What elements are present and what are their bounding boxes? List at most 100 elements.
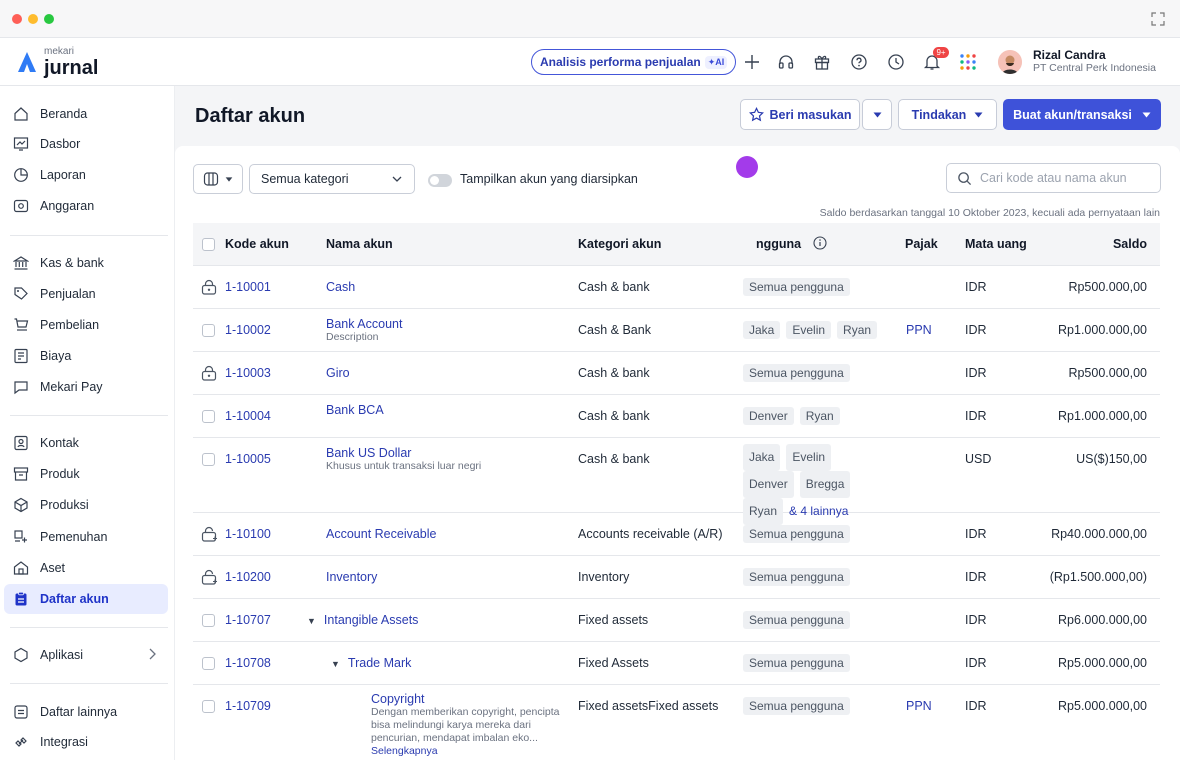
sidebar-item-produksi[interactable]: Produksi xyxy=(4,490,168,520)
sidebar-item-label: Produk xyxy=(40,467,80,481)
balance-date-note: Saldo berdasarkan tanggal 10 Oktober 202… xyxy=(819,207,1160,219)
account-users: Jaka Evelin Ryan xyxy=(743,321,883,339)
sidebar-item-aset[interactable]: Aset xyxy=(4,553,168,583)
user-tag: Semua pengguna xyxy=(743,654,850,672)
header-category[interactable]: Kategori akun xyxy=(578,237,662,251)
history-clock-icon[interactable] xyxy=(886,52,906,72)
app-grid-icon[interactable] xyxy=(958,52,978,72)
help-icon[interactable] xyxy=(849,52,869,72)
category-select[interactable]: Semua kategori xyxy=(249,164,415,194)
sidebar-item-kas-bank[interactable]: Kas & bank xyxy=(4,248,168,278)
sidebar-item-beranda[interactable]: Beranda xyxy=(4,99,168,129)
user-tag: Jaka xyxy=(743,444,781,471)
account-name[interactable]: Inventory xyxy=(326,570,378,584)
table-row[interactable]: 1-10003 Giro Cash & bank Semua pengguna … xyxy=(193,352,1160,395)
account-code[interactable]: 1-10002 xyxy=(225,323,271,337)
account-name[interactable]: Giro xyxy=(326,366,350,380)
account-code[interactable]: 1-10004 xyxy=(225,409,271,423)
account-code[interactable]: 1-10200 xyxy=(225,570,271,584)
table-row[interactable]: 1-10100 Account Receivable Accounts rece… xyxy=(193,513,1160,556)
feedback-button[interactable]: Beri masukan xyxy=(740,99,860,130)
table-row[interactable]: 1-10708 ▼ Trade Mark Fixed Assets Semua p… xyxy=(193,642,1160,685)
account-code[interactable]: 1-10003 xyxy=(225,366,271,380)
account-tax[interactable]: PPN xyxy=(906,699,932,713)
info-icon[interactable] xyxy=(813,236,827,253)
sidebar-item-penjualan[interactable]: Penjualan xyxy=(4,279,168,309)
account-name[interactable]: Intangible Assets xyxy=(323,613,419,627)
header-tax[interactable]: Pajak xyxy=(905,237,938,251)
account-code[interactable]: 1-10100 xyxy=(225,527,271,541)
table-row[interactable]: 1-10707 ▼ Intangible Assets Fixed assets … xyxy=(193,599,1160,642)
account-code[interactable]: 1-10709 xyxy=(225,699,271,713)
user-tag: Semua pengguna xyxy=(743,697,850,715)
select-all-checkbox[interactable] xyxy=(202,238,215,251)
table-row[interactable]: 1-10002 Bank Account Description Cash & … xyxy=(193,309,1160,352)
account-name[interactable]: Trade Mark xyxy=(347,656,412,670)
sidebar-item-pembelian[interactable]: Pembelian xyxy=(4,310,168,340)
archived-toggle[interactable] xyxy=(428,174,452,187)
feedback-dropdown-button[interactable] xyxy=(862,99,892,130)
sidebar-item-pemenuhan[interactable]: Pemenuhan xyxy=(4,522,168,552)
row-checkbox[interactable] xyxy=(202,324,215,337)
minimize-window-button[interactable] xyxy=(28,14,38,24)
gift-icon[interactable] xyxy=(812,52,832,72)
search-input[interactable]: Cari kode atau nama akun xyxy=(946,163,1161,193)
maximize-window-button[interactable] xyxy=(44,14,54,24)
account-code[interactable]: 1-10005 xyxy=(225,452,271,466)
account-tax[interactable]: PPN xyxy=(906,323,932,337)
account-name[interactable]: Account Receivable xyxy=(326,527,437,541)
mekari-jurnal-logo[interactable]: mekari jurnal xyxy=(16,46,98,78)
account-name[interactable]: Cash xyxy=(326,280,356,294)
table-row[interactable]: 1-10004 Bank BCA Cash & bank Denver Ryan … xyxy=(193,395,1160,438)
sidebar-item-mekari-pay[interactable]: Mekari Pay xyxy=(4,372,168,402)
account-name[interactable]: Bank US Dollar xyxy=(326,446,412,460)
row-checkbox[interactable] xyxy=(202,614,215,627)
ai-sales-analysis-button[interactable]: Analisis performa penjualan ✦AI xyxy=(531,49,737,75)
collapse-caret-icon[interactable]: ▼ xyxy=(331,659,340,669)
sidebar-item-biaya[interactable]: Biaya xyxy=(4,341,168,371)
header-users[interactable]: ngguna xyxy=(756,237,802,251)
sidebar-item-produk[interactable]: Produk xyxy=(4,459,168,489)
row-checkbox[interactable] xyxy=(202,410,215,423)
table-row[interactable]: 1-10709 Copyright Dengan memberikan copy… xyxy=(193,685,1160,760)
account-code[interactable]: 1-10001 xyxy=(225,280,271,294)
expense-icon xyxy=(12,347,30,365)
table-row[interactable]: 1-10001 Cash Cash & bank Semua pengguna … xyxy=(193,266,1160,309)
account-code[interactable]: 1-10708 xyxy=(225,656,271,670)
table-row[interactable]: 1-10200 Inventory Inventory Semua penggu… xyxy=(193,556,1160,599)
header-code[interactable]: Kode akun xyxy=(225,237,289,251)
collapse-caret-icon[interactable]: ▼ xyxy=(307,616,316,626)
header-balance[interactable]: Saldo xyxy=(1112,237,1147,251)
close-window-button[interactable] xyxy=(12,14,22,24)
sidebar-item-laporan[interactable]: Laporan xyxy=(4,160,168,190)
user-info[interactable]: Rizal Candra PT Central Perk Indonesia xyxy=(1033,48,1156,75)
table-row[interactable]: 1-10005 Bank US Dollar Khusus untuk tran… xyxy=(193,438,1160,525)
account-balance: Rp1.000.000,00 xyxy=(1058,323,1147,337)
sidebar-item-daftar-lainnya[interactable]: Daftar lainnya xyxy=(4,697,168,727)
create-account-button[interactable]: Buat akun/transaksi xyxy=(1003,99,1161,130)
row-checkbox[interactable] xyxy=(202,700,215,713)
sidebar-item-daftar-akun[interactable]: Daftar akun xyxy=(4,584,168,614)
account-code[interactable]: 1-10707 xyxy=(225,613,271,627)
fullscreen-icon[interactable] xyxy=(1150,11,1166,27)
actions-button[interactable]: Tindakan xyxy=(898,99,997,130)
header-name[interactable]: Nama akun xyxy=(326,237,393,251)
sidebar-item-integrasi[interactable]: Integrasi xyxy=(4,727,168,757)
header-currency[interactable]: Mata uang xyxy=(965,237,1027,251)
account-name[interactable]: Copyright xyxy=(371,692,425,706)
account-name[interactable]: Bank Account xyxy=(326,317,403,331)
headset-icon[interactable] xyxy=(776,52,796,72)
plus-icon[interactable] xyxy=(742,52,762,72)
more-users-link[interactable]: & 4 lainnya xyxy=(789,504,849,518)
sidebar-item-anggaran[interactable]: Anggaran xyxy=(4,191,168,221)
user-avatar[interactable] xyxy=(998,50,1022,74)
column-toggle-button[interactable] xyxy=(193,164,243,194)
account-name[interactable]: Bank BCA xyxy=(326,403,384,417)
sidebar-item-kontak[interactable]: Kontak xyxy=(4,428,168,458)
read-more-link[interactable]: Selengkapnya xyxy=(371,745,438,758)
row-checkbox[interactable] xyxy=(202,453,215,466)
sidebar-item-dasbor[interactable]: Dasbor xyxy=(4,129,168,159)
main-content: Daftar akun Beri masukan Tindakan Buat a… xyxy=(175,86,1180,760)
sidebar-item-aplikasi[interactable]: Aplikasi xyxy=(4,640,168,670)
row-checkbox[interactable] xyxy=(202,657,215,670)
